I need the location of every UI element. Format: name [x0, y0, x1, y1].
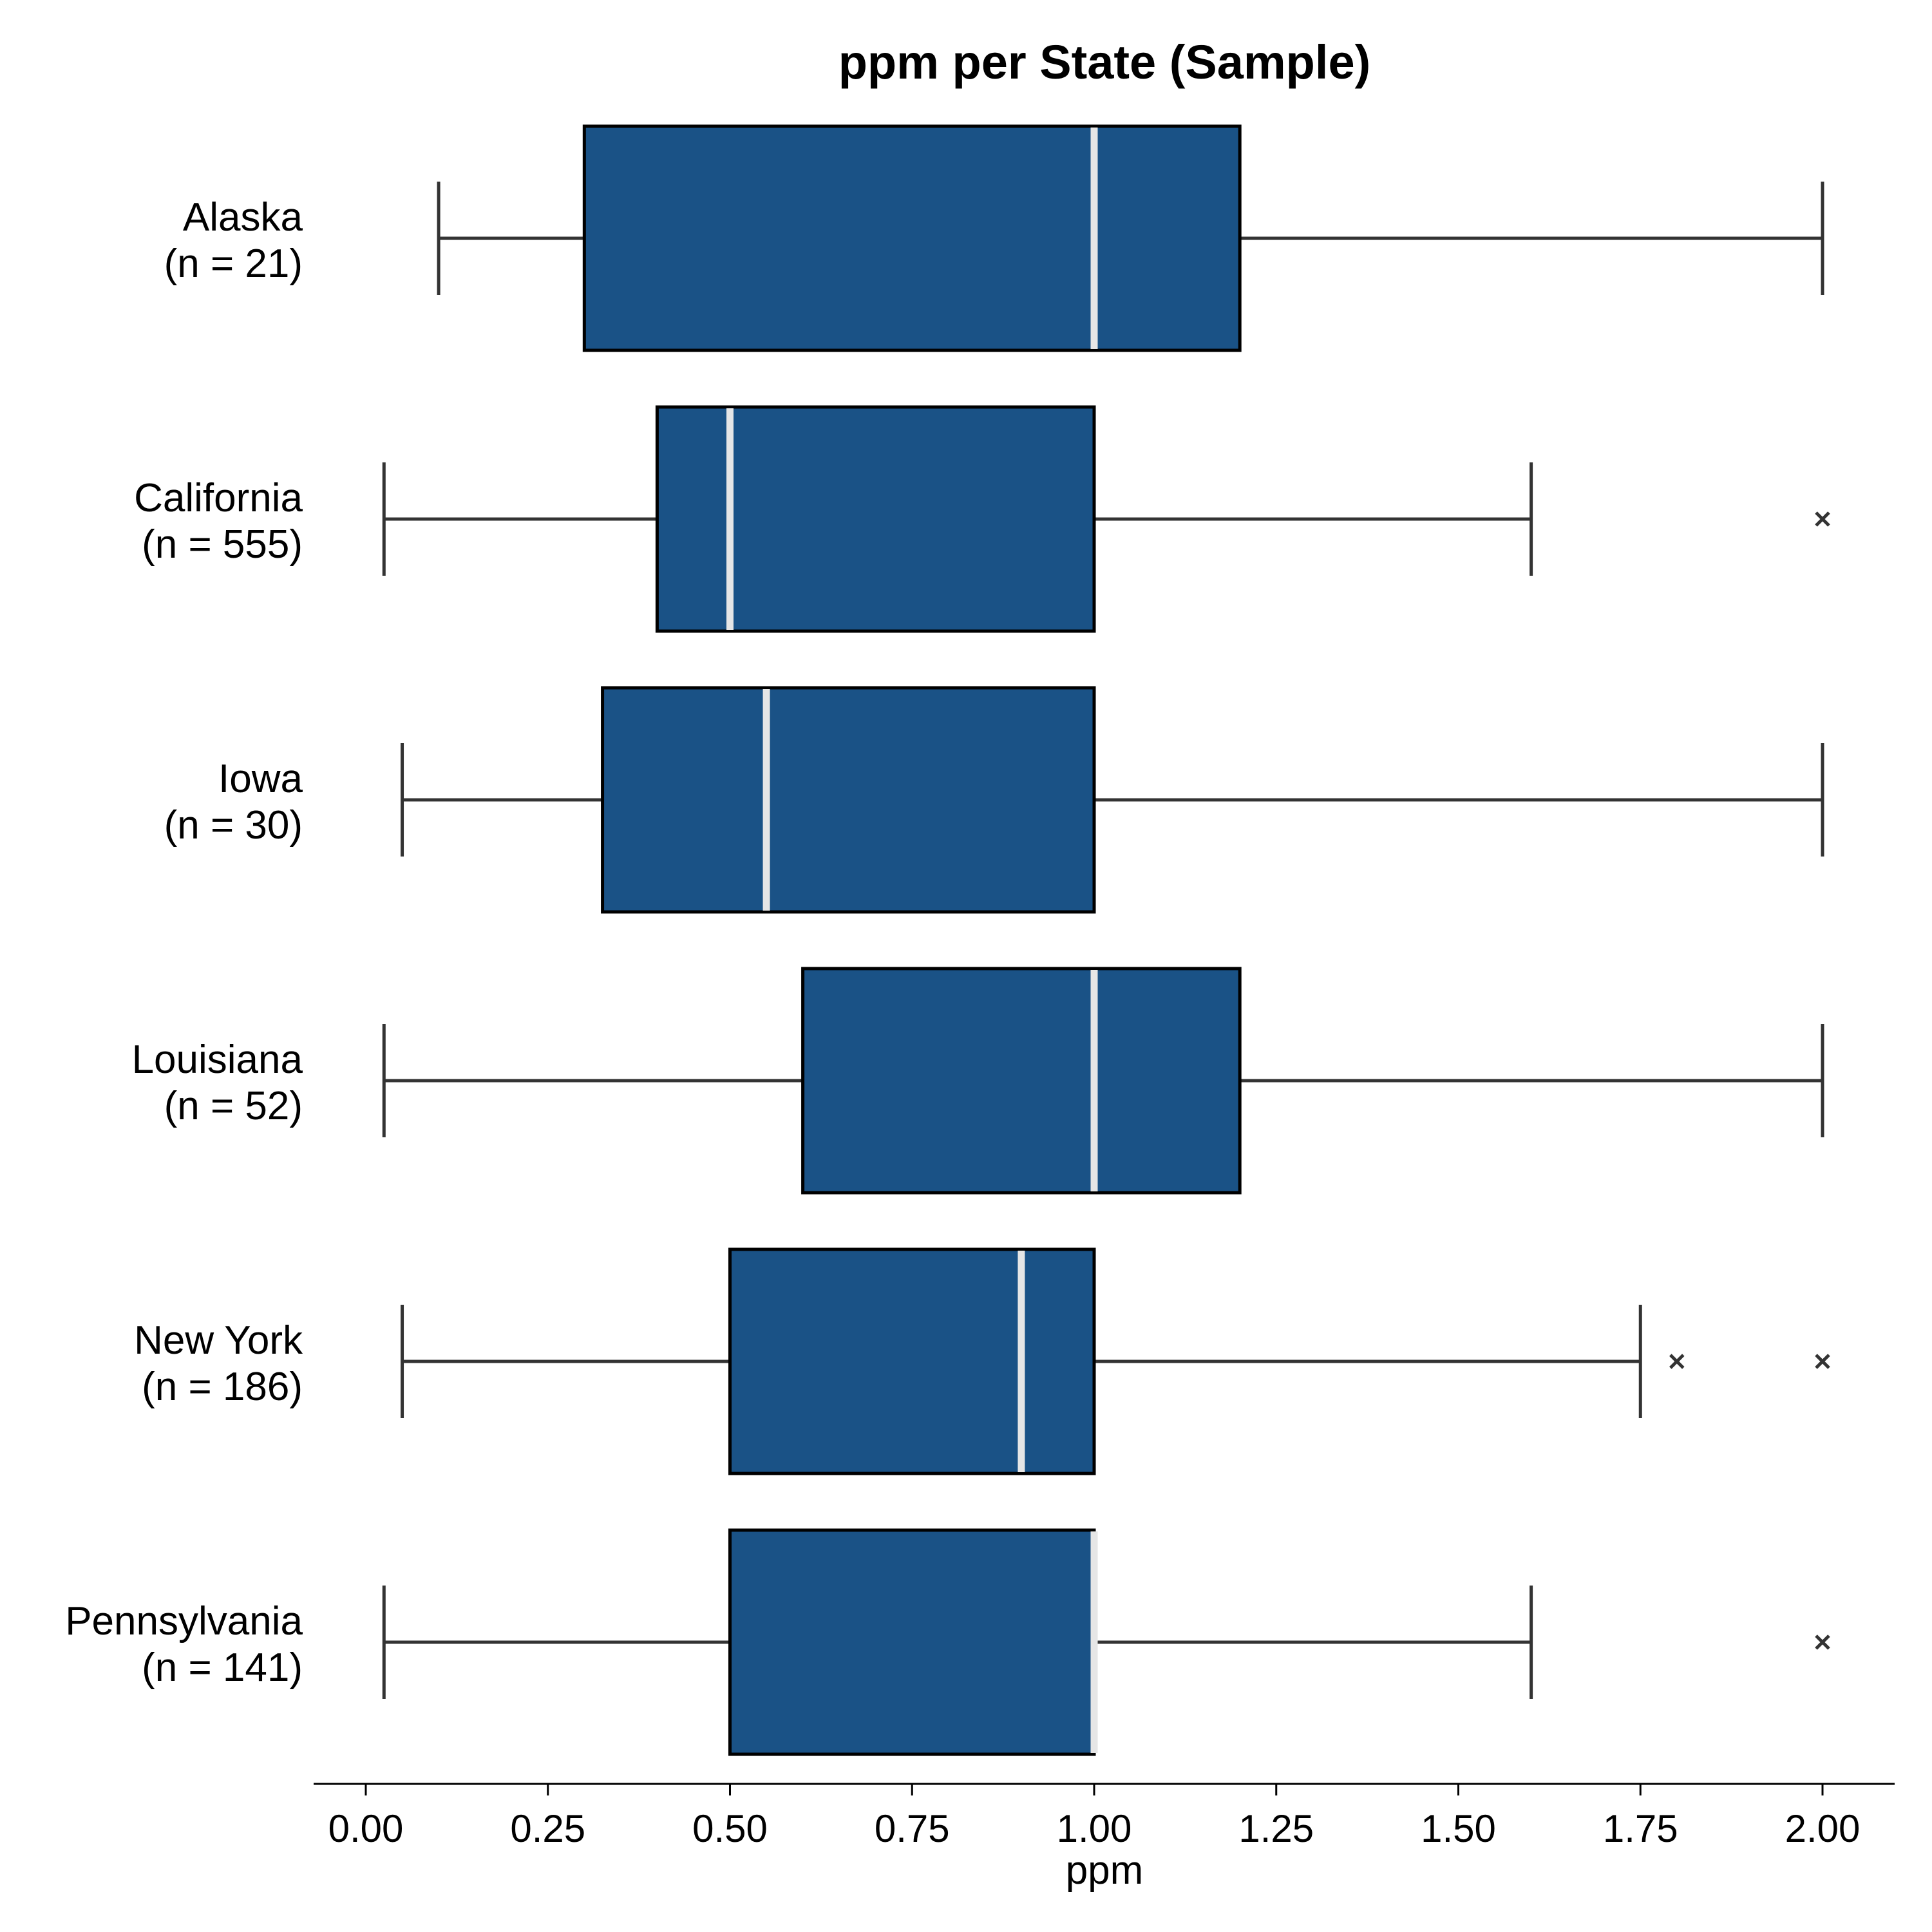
category-label-state: Iowa — [218, 757, 303, 801]
box-iqr — [655, 405, 1096, 633]
x-tick-label: 0.50 — [692, 1807, 768, 1850]
box-iqr — [728, 1247, 1096, 1475]
x-axis-label: ppm — [1066, 1848, 1144, 1893]
outlier-marker — [1669, 1354, 1685, 1369]
category-label-count: (n = 52) — [164, 1084, 303, 1128]
box-iqr — [801, 967, 1242, 1195]
x-axis: 0.00 0.25 0.50 0.75 1.00 1.25 1.50 1.75 2.00 — [314, 1783, 1895, 1850]
x-tick-label: 0.00 — [328, 1807, 404, 1850]
box-group — [382, 967, 1824, 1195]
category-label-count: (n = 21) — [164, 242, 303, 286]
outlier-marker — [1815, 511, 1830, 527]
box-group — [382, 405, 1830, 633]
x-tick-label: 0.75 — [875, 1807, 950, 1850]
x-tick-label: 2.00 — [1785, 1807, 1861, 1850]
x-tick-label: 1.50 — [1421, 1807, 1496, 1850]
box-group — [401, 1247, 1830, 1475]
category-label-count: (n = 555) — [142, 522, 303, 567]
outlier-stroke-b — [1815, 1634, 1830, 1650]
box-group — [382, 1528, 1830, 1756]
box-group — [437, 124, 1824, 352]
x-tick-label: 0.25 — [510, 1807, 585, 1850]
category-label-state: California — [134, 476, 303, 520]
box-iqr — [728, 1528, 1096, 1756]
box-group — [401, 686, 1824, 914]
outlier-marker — [1815, 1354, 1830, 1369]
box-iqr — [582, 124, 1242, 352]
category-label-count: (n = 186) — [142, 1365, 303, 1409]
outlier-stroke-b — [1815, 511, 1830, 527]
plot-area: Alaska(n = 21)California(n = 555)Iowa(n … — [65, 124, 1830, 1756]
chart-title: ppm per State (Sample) — [838, 35, 1371, 89]
category-label-state: Pennsylvania — [65, 1599, 303, 1643]
x-tick-label: 1.25 — [1238, 1807, 1314, 1850]
x-tick-label: 1.00 — [1057, 1807, 1132, 1850]
category-label-state: Louisiana — [132, 1037, 303, 1082]
outlier-stroke-b — [1669, 1354, 1685, 1369]
box-iqr — [601, 686, 1096, 914]
outlier-stroke-b — [1815, 1354, 1830, 1369]
x-tick-label: 1.75 — [1603, 1807, 1678, 1850]
category-label-state: Alaska — [183, 195, 303, 240]
category-label-state: New York — [134, 1318, 303, 1363]
category-label-count: (n = 141) — [142, 1645, 303, 1690]
outlier-marker — [1815, 1634, 1830, 1650]
category-label-count: (n = 30) — [164, 803, 303, 848]
